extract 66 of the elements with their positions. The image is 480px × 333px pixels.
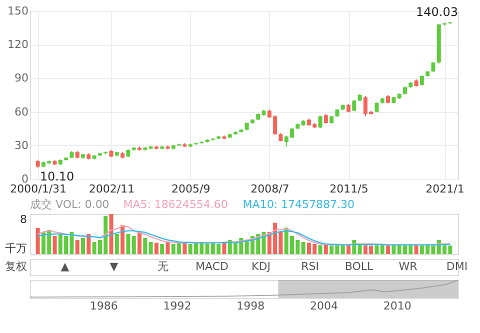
bar: [36, 228, 40, 254]
x-tick-label: 2021/1: [426, 182, 464, 196]
bar: [138, 232, 142, 254]
text: RSI: [301, 260, 319, 273]
bar: [109, 214, 114, 254]
annotation: 10.10: [40, 170, 74, 184]
y-axis-title: 千万: [5, 242, 27, 255]
x-tick-label: 2000/1/31: [10, 182, 67, 196]
bar: [324, 244, 328, 254]
y-tick-label: 0: [22, 172, 28, 186]
x-tick-label: 2002/11: [88, 182, 135, 196]
x-tick-label: 1998: [236, 300, 265, 312]
candlestick: [431, 61, 436, 73]
text: DMI: [446, 260, 468, 273]
x-tick-label: 2005/9: [171, 182, 210, 196]
y-tick-label: 120: [8, 38, 28, 52]
bar: [114, 234, 119, 254]
bar: [81, 238, 86, 254]
text: 成交 VOL: 0.00: [30, 198, 110, 211]
bar: [414, 245, 418, 254]
text: 无: [158, 260, 168, 273]
bar: [52, 236, 57, 254]
series-label: MA5: 18624554.60: [123, 198, 228, 211]
y-tick-label: 150: [8, 4, 28, 18]
annotation: 140.03: [416, 5, 458, 19]
bar: [222, 242, 226, 254]
bar: [160, 244, 164, 254]
candlestick: [352, 100, 356, 112]
bar: [126, 234, 130, 254]
y-tick-label: 30: [14, 138, 28, 152]
bar: [148, 242, 153, 254]
bar: [75, 240, 80, 254]
candlestick: [324, 114, 328, 124]
bar: [143, 238, 148, 254]
candlestick: [374, 102, 379, 113]
text: MACD: [196, 260, 228, 273]
y-tick-label: 90: [14, 72, 28, 85]
bar: [392, 245, 396, 254]
x-tick-label: 2011/5: [330, 182, 368, 196]
x-tick-label: 1992: [163, 300, 192, 312]
text: KDJ: [252, 260, 270, 273]
bar: [346, 245, 350, 254]
bar: [318, 245, 322, 254]
bar: [154, 242, 158, 254]
text: ▲: [60, 260, 70, 273]
bar: [358, 244, 362, 254]
candlestick: [420, 74, 424, 86]
text: ▼: [110, 260, 119, 273]
x-tick-label: 2010: [383, 300, 412, 312]
bar: [166, 242, 170, 254]
bar: [132, 236, 136, 254]
bar: [374, 245, 379, 254]
text: 8: [20, 213, 27, 226]
text: WR: [398, 260, 418, 273]
bar: [120, 225, 125, 254]
x-tick-label: 1986: [90, 300, 118, 312]
text: MA10: 17457887.30: [242, 198, 355, 211]
y-tick-label: 60: [14, 105, 28, 118]
text: BOLL: [344, 260, 374, 273]
x-tick-label: 2004: [310, 300, 338, 312]
bar: [86, 234, 91, 254]
bar: [301, 242, 306, 254]
bar: [386, 246, 390, 254]
candlestick: [318, 115, 322, 129]
x-tick-label: 2008/7: [250, 182, 290, 196]
text: 复权: [5, 260, 27, 273]
